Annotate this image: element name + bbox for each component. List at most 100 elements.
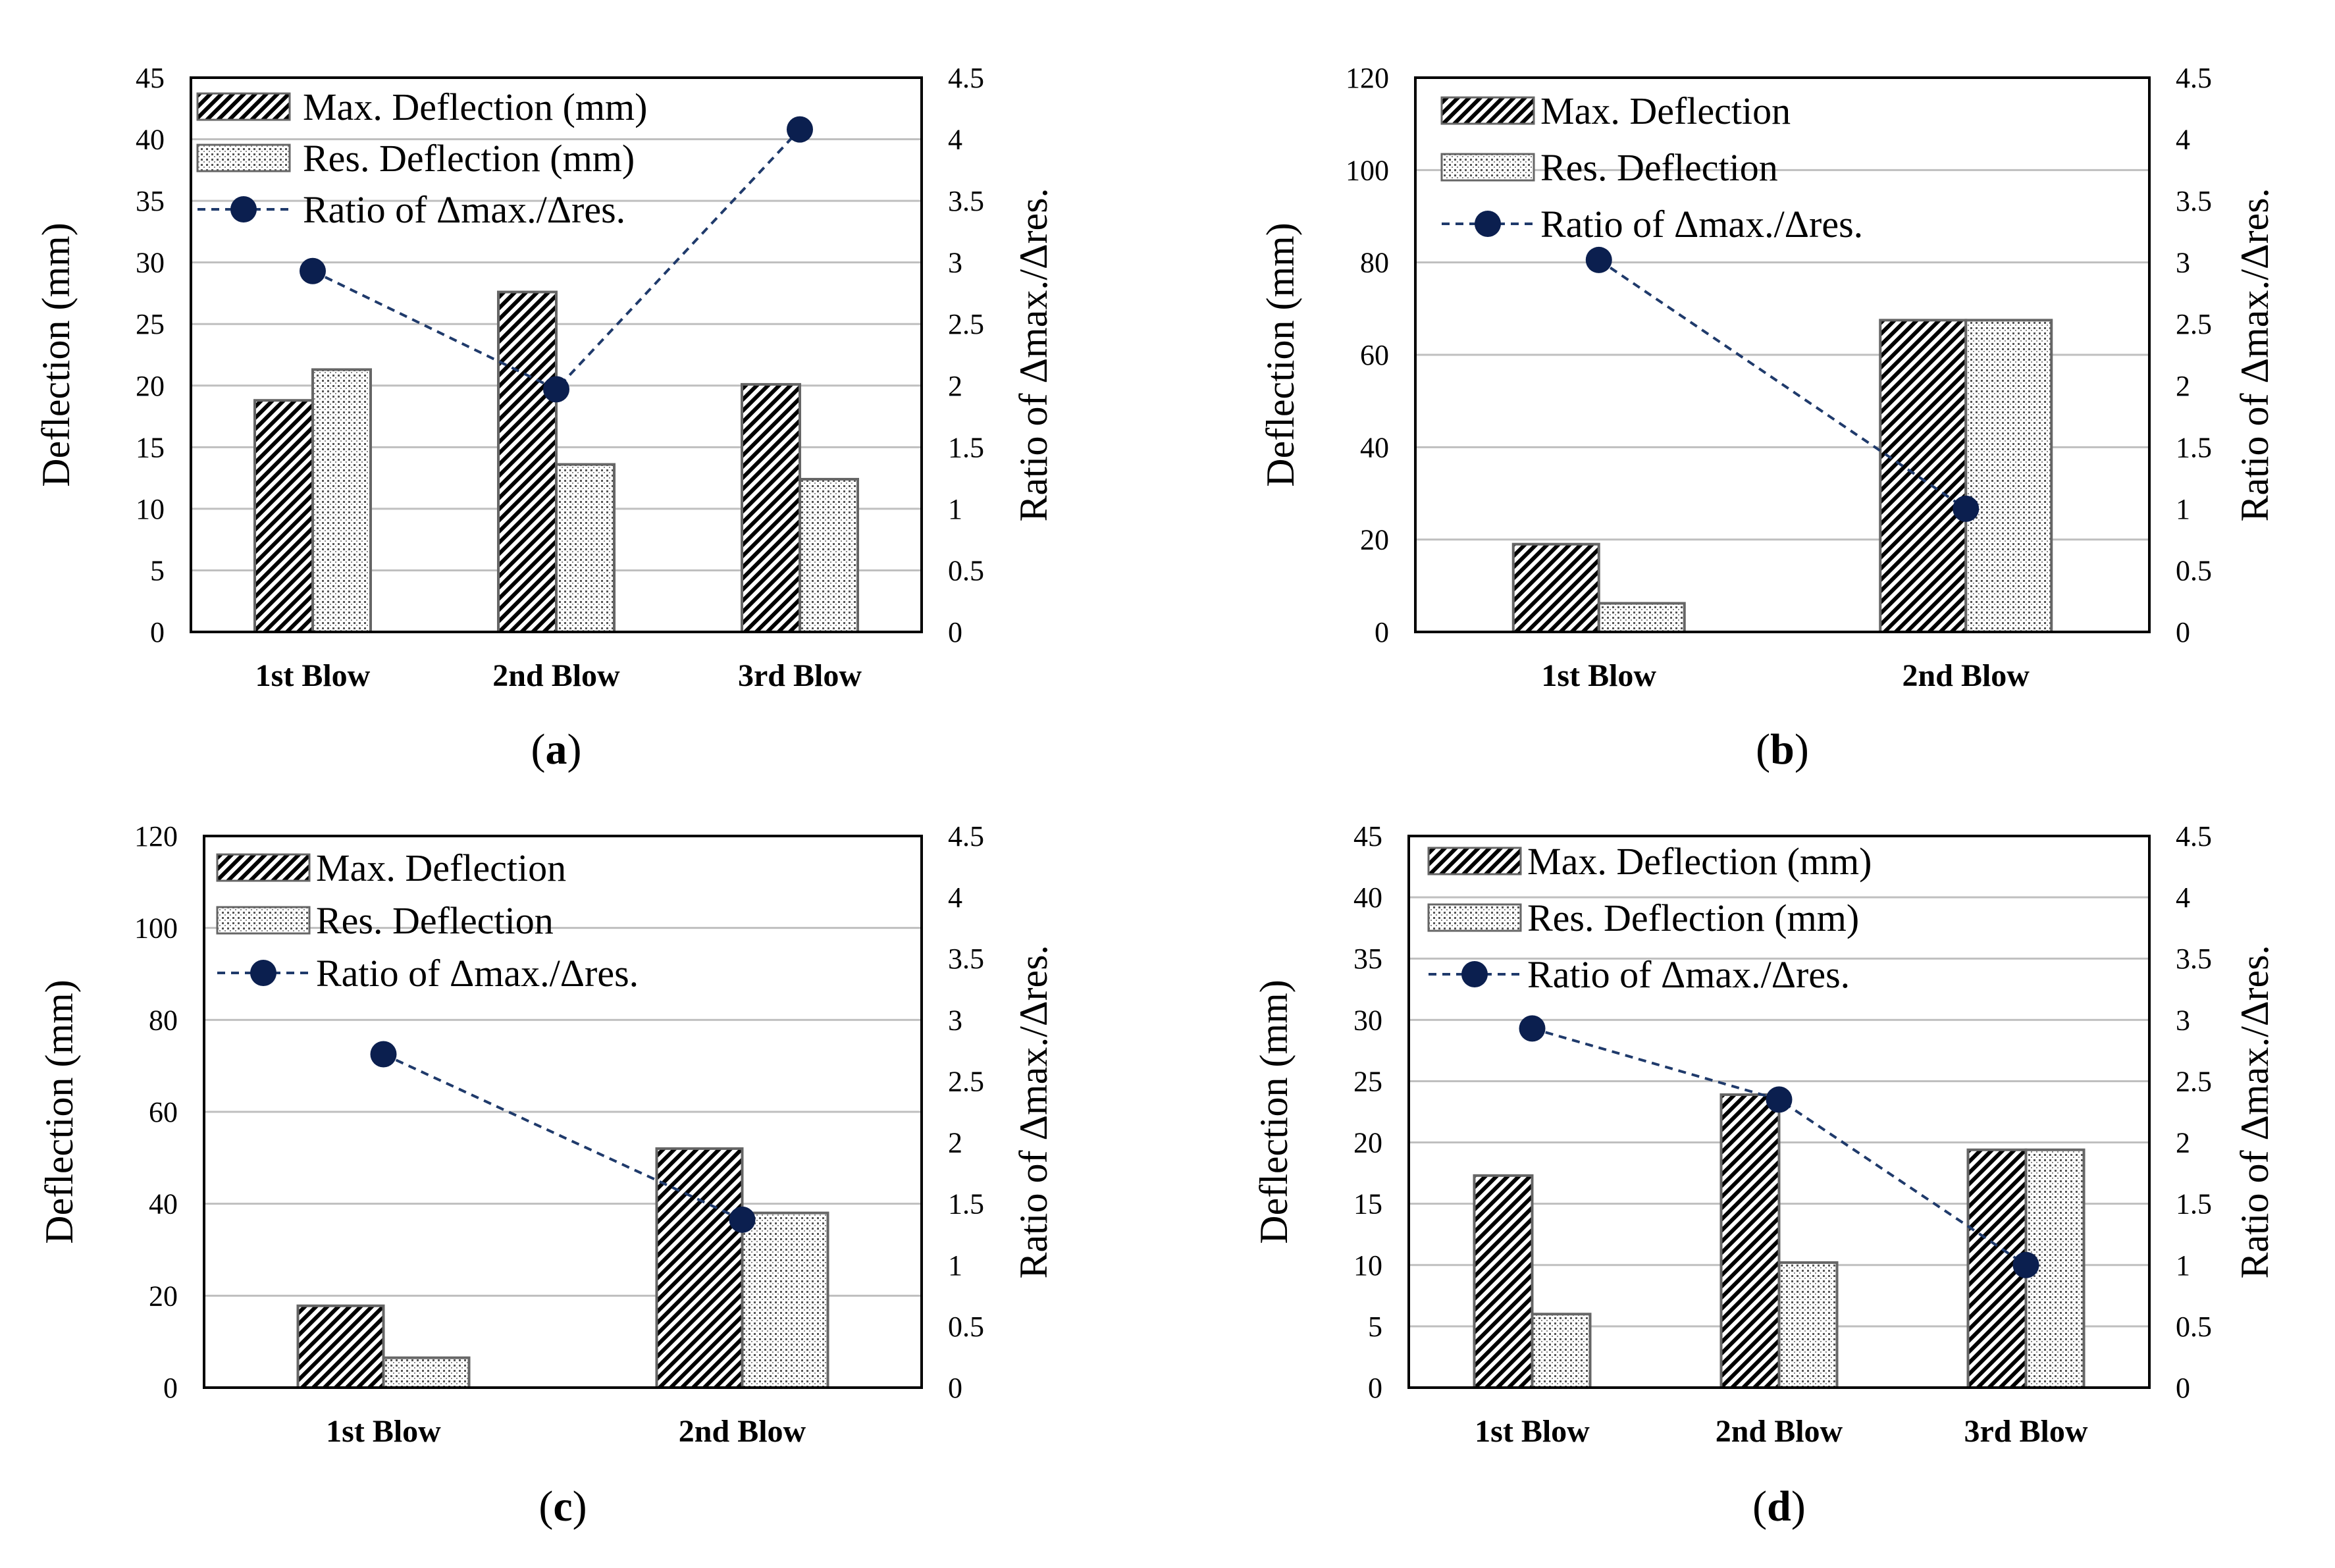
y2-tick-label: 1.5 [2176,431,2212,463]
y2-tick-label: 2 [2176,370,2190,402]
max-deflection-bar [655,1147,744,1390]
y-tick-label: 15 [1353,1188,1382,1220]
y-axis-title: Deflection (mm) [38,980,81,1244]
y2-tick-label: 3 [2176,247,2190,279]
x-category-label: 2nd Blow [679,1414,806,1449]
legend-label: Max. Deflection (mm) [303,86,647,128]
y2-tick-label: 4 [948,881,962,914]
x-category-label: 2nd Blow [1716,1414,1843,1449]
y2-tick-label: 4.5 [948,820,984,852]
ratio-marker [787,116,813,143]
y-tick-label: 40 [136,124,165,156]
res-deflection-bar [799,477,859,634]
legend-swatch [1427,847,1522,875]
y-tick-label: 45 [136,62,165,94]
y-tick-label: 30 [1353,1004,1382,1036]
legend-swatch [196,144,291,172]
x-category-label: 3rd Blow [1964,1414,2087,1449]
y2-tick-label: 1.5 [2176,1188,2212,1220]
y2-tick-label: 2 [2176,1127,2190,1159]
max-deflection-bar [1719,1093,1781,1389]
legend-swatch [196,92,291,121]
x-category-label: 3rd Blow [738,658,862,693]
legend-label: Res. Deflection (mm) [303,137,635,180]
ratio-marker [729,1206,756,1233]
max-deflection-bar [1966,1148,2028,1389]
y2-tick-label: 1.5 [948,1188,984,1220]
y2-tick-label: 2.5 [2176,1065,2212,1097]
legend-swatch [216,853,311,882]
chart-panel-4: 0 5 10 15 20 25 30 35 40 45 0 0.5 1 1.5 2 2.5 3 3.5 4 4.5 1s… [1252,820,2276,1530]
max-deflection-bar [296,1304,385,1389]
y-tick-label: 40 [1353,881,1382,914]
y2-tick-label: 4 [2176,881,2190,914]
y2-tick-label: 3.5 [2176,943,2212,975]
y2-tick-label: 0.5 [948,1311,984,1343]
y2-tick-label: 1 [948,1249,962,1282]
panel-caption-part: a [546,725,567,773]
panel-caption-part: ( [538,1482,553,1530]
y-tick-label: 10 [1353,1249,1382,1282]
y2-axis-title: Ratio of Δmax./Δres. [2233,945,2276,1278]
panel-caption: (c) [538,1482,587,1530]
ratio-marker [1766,1086,1793,1113]
y2-tick-label: 0 [2176,616,2190,648]
y2-tick-label: 0.5 [2176,554,2212,587]
y-tick-label: 0 [1375,616,1389,648]
plot-area-border [190,76,923,633]
y2-tick-label: 4.5 [2176,62,2212,94]
panel-caption: (a) [531,725,582,773]
res-deflection-bar [1964,319,2053,633]
legend-label: Max. Deflection (mm) [1527,840,1872,883]
y2-tick-label: 2 [948,1127,962,1159]
chart-panel-2: 0 20 40 60 80 100 120 0 0.5 1 1.5 2 2.5 3 3.5 4 4.5 1st B… [1259,62,2276,773]
y-tick-label: 45 [1353,820,1382,852]
y2-tick-label: 3.5 [948,943,984,975]
ratio-marker [1585,246,1612,273]
legend-swatch [1440,153,1535,182]
max-deflection-bar [741,382,801,633]
y-tick-label: 0 [1368,1372,1382,1404]
y2-tick-label: 0 [948,1372,962,1404]
res-deflection-bar [1531,1313,1592,1390]
y2-tick-label: 1 [2176,493,2190,525]
y-tick-label: 40 [1360,431,1389,463]
ratio-line [312,128,801,391]
panel-caption-part: ( [1756,725,1770,773]
y-tick-label: 60 [1360,339,1389,371]
legend-swatch [216,906,311,935]
y2-tick-label: 0.5 [2176,1311,2212,1343]
ratio-line [382,1053,743,1221]
chart-panel-3: 0 20 40 60 80 100 120 0 0.5 1 1.5 2 2.5 3 3.5 4 4.5 1st B… [38,820,1055,1530]
panel-caption-part: c [553,1482,572,1530]
y-tick-label: 35 [136,185,165,217]
panel-caption-part: ) [567,725,582,773]
y-tick-label: 20 [149,1280,178,1312]
y2-tick-label: 4 [948,124,962,156]
ratio-marker [370,1041,397,1068]
legend-label: Ratio of Δmax./Δres. [303,188,625,231]
legend-swatch [1427,903,1522,932]
x-category-label: 1st Blow [1541,658,1656,693]
y-tick-label: 25 [1353,1065,1382,1097]
y2-axis-title: Ratio of Δmax./Δres. [1012,945,1055,1278]
legend-label: Max. Deflection [1540,90,1791,132]
ratio-marker [2012,1251,2039,1278]
y-tick-label: 10 [136,493,165,525]
panel-caption-part: ) [573,1482,587,1530]
y-tick-label: 120 [134,820,178,852]
x-category-label: 1st Blow [326,1414,441,1449]
y-tick-label: 15 [136,431,165,463]
y-tick-label: 0 [150,616,165,648]
y2-tick-label: 1 [948,493,962,525]
res-deflection-bar [555,463,616,633]
y2-tick-label: 1 [2176,1249,2190,1282]
y-tick-label: 35 [1353,943,1382,975]
x-category-label: 1st Blow [255,658,371,693]
y2-tick-label: 0 [2176,1372,2190,1404]
y2-tick-label: 3.5 [2176,185,2212,217]
legend-label: Res. Deflection [316,899,554,942]
ratio-marker [1953,495,1980,522]
y2-tick-label: 4 [2176,124,2190,156]
